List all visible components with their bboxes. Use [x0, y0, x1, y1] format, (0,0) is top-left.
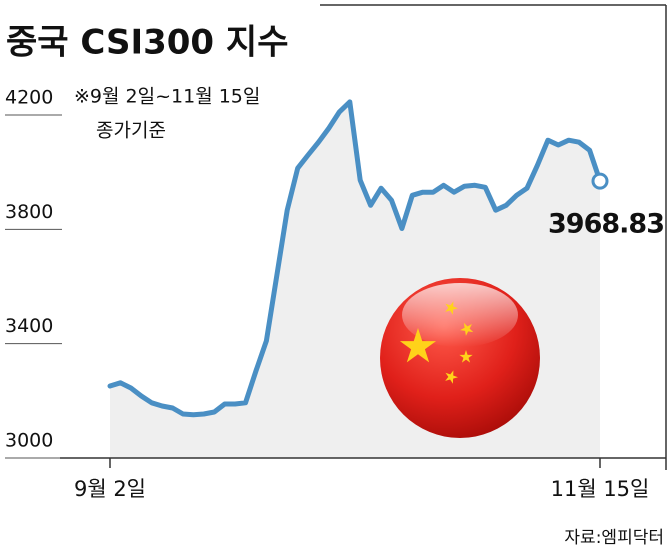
y-tick-label: 3400	[5, 315, 53, 337]
y-tick-label: 3000	[5, 430, 53, 452]
plot-area: 3000 3400 3800 4200 3968.83 9월 2일 11월 15일	[5, 87, 666, 501]
line	[107, 99, 603, 418]
y-tick-label: 4200	[5, 87, 53, 109]
flag-ball	[380, 278, 540, 438]
source: 자료:엠피닥터	[564, 528, 664, 548]
data-label: 3968.83	[548, 209, 664, 240]
x-tick-label: 11월 15일	[551, 477, 650, 501]
chart-title: 중국 CSI300 지수	[6, 23, 289, 63]
y-tick-label: 3800	[5, 201, 53, 223]
annotation: 종가기준	[96, 120, 166, 142]
x-tick-label: 9월 2일	[74, 477, 146, 501]
annotation: ※9월 2일~11월 15일	[74, 86, 260, 108]
end-marker	[591, 172, 609, 190]
